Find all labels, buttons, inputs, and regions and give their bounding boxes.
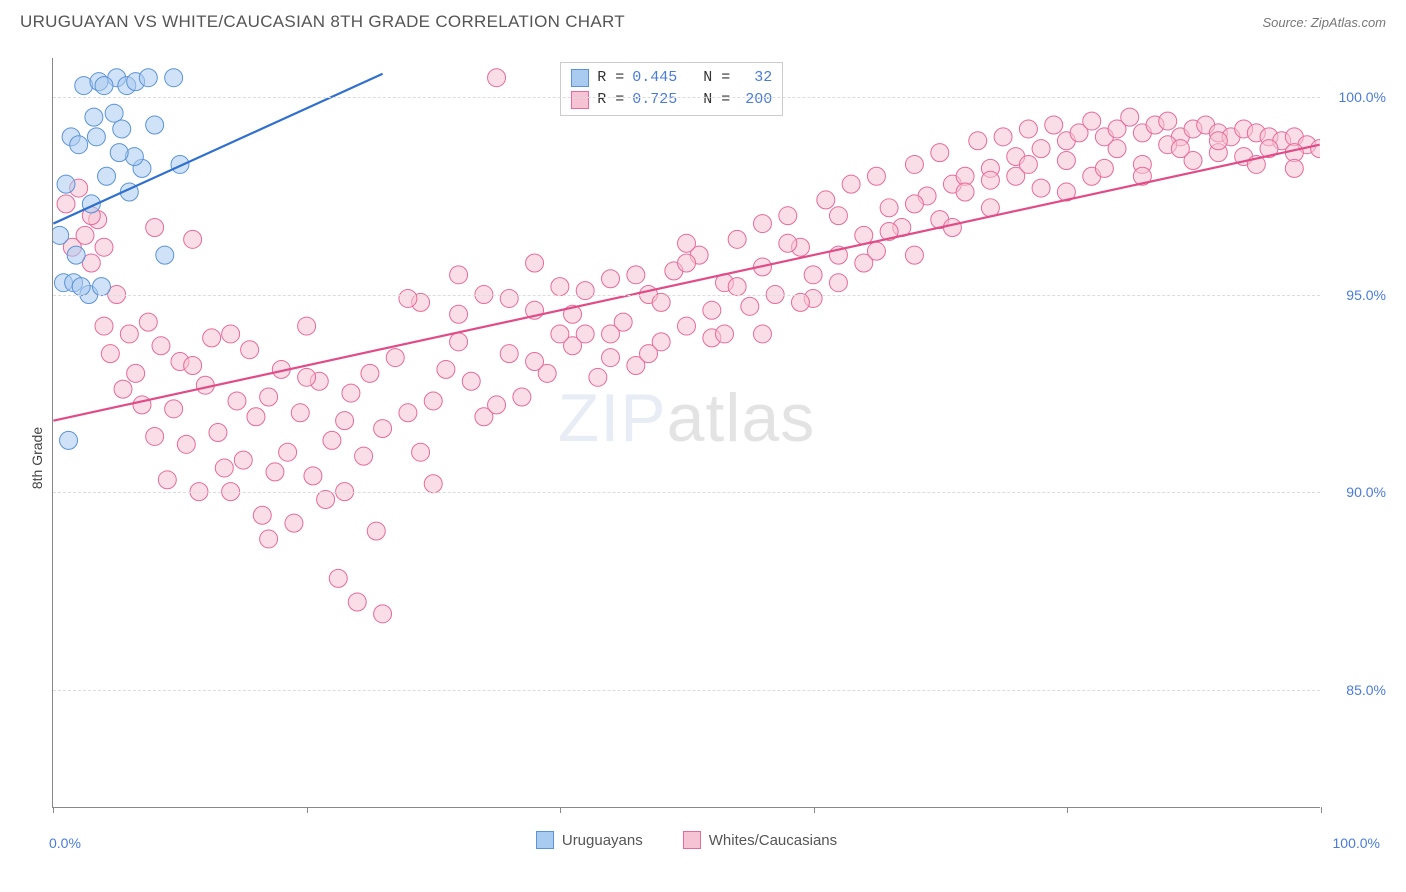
title-bar: URUGUAYAN VS WHITE/CAUCASIAN 8TH GRADE C… [0, 0, 1406, 40]
legend-swatch [536, 831, 554, 849]
watermark-part2: atlas [667, 380, 816, 456]
legend-n-label: N = [685, 89, 730, 111]
legend-r-value: 0.445 [632, 67, 677, 89]
bottom-legend-label: Uruguayans [562, 832, 643, 849]
bottom-legend-label: Whites/Caucasians [709, 832, 837, 849]
legend-row: R = 0.445 N = 32 [571, 67, 772, 89]
xtick-mark [307, 807, 308, 813]
gridline-h [53, 97, 1320, 98]
xtick-mark [1321, 807, 1322, 813]
bottom-legend-item: Uruguayans [536, 831, 643, 849]
legend-r-label: R = [597, 67, 624, 89]
xtick-mark [560, 807, 561, 813]
legend-r-value: 0.725 [632, 89, 677, 111]
bottom-legend: Uruguayans Whites/Caucasians [53, 831, 1320, 849]
y-axis-label: 8th Grade [29, 427, 45, 489]
ytick-label: 90.0% [1346, 484, 1386, 500]
legend-n-value: 200 [738, 89, 772, 111]
legend-r-label: R = [597, 89, 624, 111]
scatter-svg [53, 58, 1320, 807]
watermark: ZIPatlas [558, 379, 815, 457]
plot-area: ZIPatlas R = 0.445 N = 32R = 0.725 N = 2… [52, 58, 1320, 808]
legend-row: R = 0.725 N = 200 [571, 89, 772, 111]
xtick-mark [1067, 807, 1068, 813]
legend-swatch [571, 69, 589, 87]
legend-swatch [571, 91, 589, 109]
ytick-label: 95.0% [1346, 287, 1386, 303]
legend-n-label: N = [685, 67, 730, 89]
chart-title: URUGUAYAN VS WHITE/CAUCASIAN 8TH GRADE C… [20, 12, 625, 32]
bottom-legend-item: Whites/Caucasians [683, 831, 837, 849]
xtick-label: 100.0% [1333, 835, 1380, 851]
legend-swatch [683, 831, 701, 849]
xtick-mark [814, 807, 815, 813]
gridline-h [53, 492, 1320, 493]
ytick-label: 100.0% [1339, 89, 1386, 105]
gridline-h [53, 295, 1320, 296]
xtick-label: 0.0% [49, 835, 81, 851]
legend-n-value: 32 [738, 67, 772, 89]
legend-inset: R = 0.445 N = 32R = 0.725 N = 200 [560, 62, 783, 116]
gridline-h [53, 690, 1320, 691]
chart-container: 8th Grade ZIPatlas R = 0.445 N = 32R = 0… [10, 48, 1396, 868]
source-label: Source: ZipAtlas.com [1262, 15, 1386, 30]
watermark-part1: ZIP [558, 380, 667, 456]
xtick-mark [53, 807, 54, 813]
ytick-label: 85.0% [1346, 682, 1386, 698]
